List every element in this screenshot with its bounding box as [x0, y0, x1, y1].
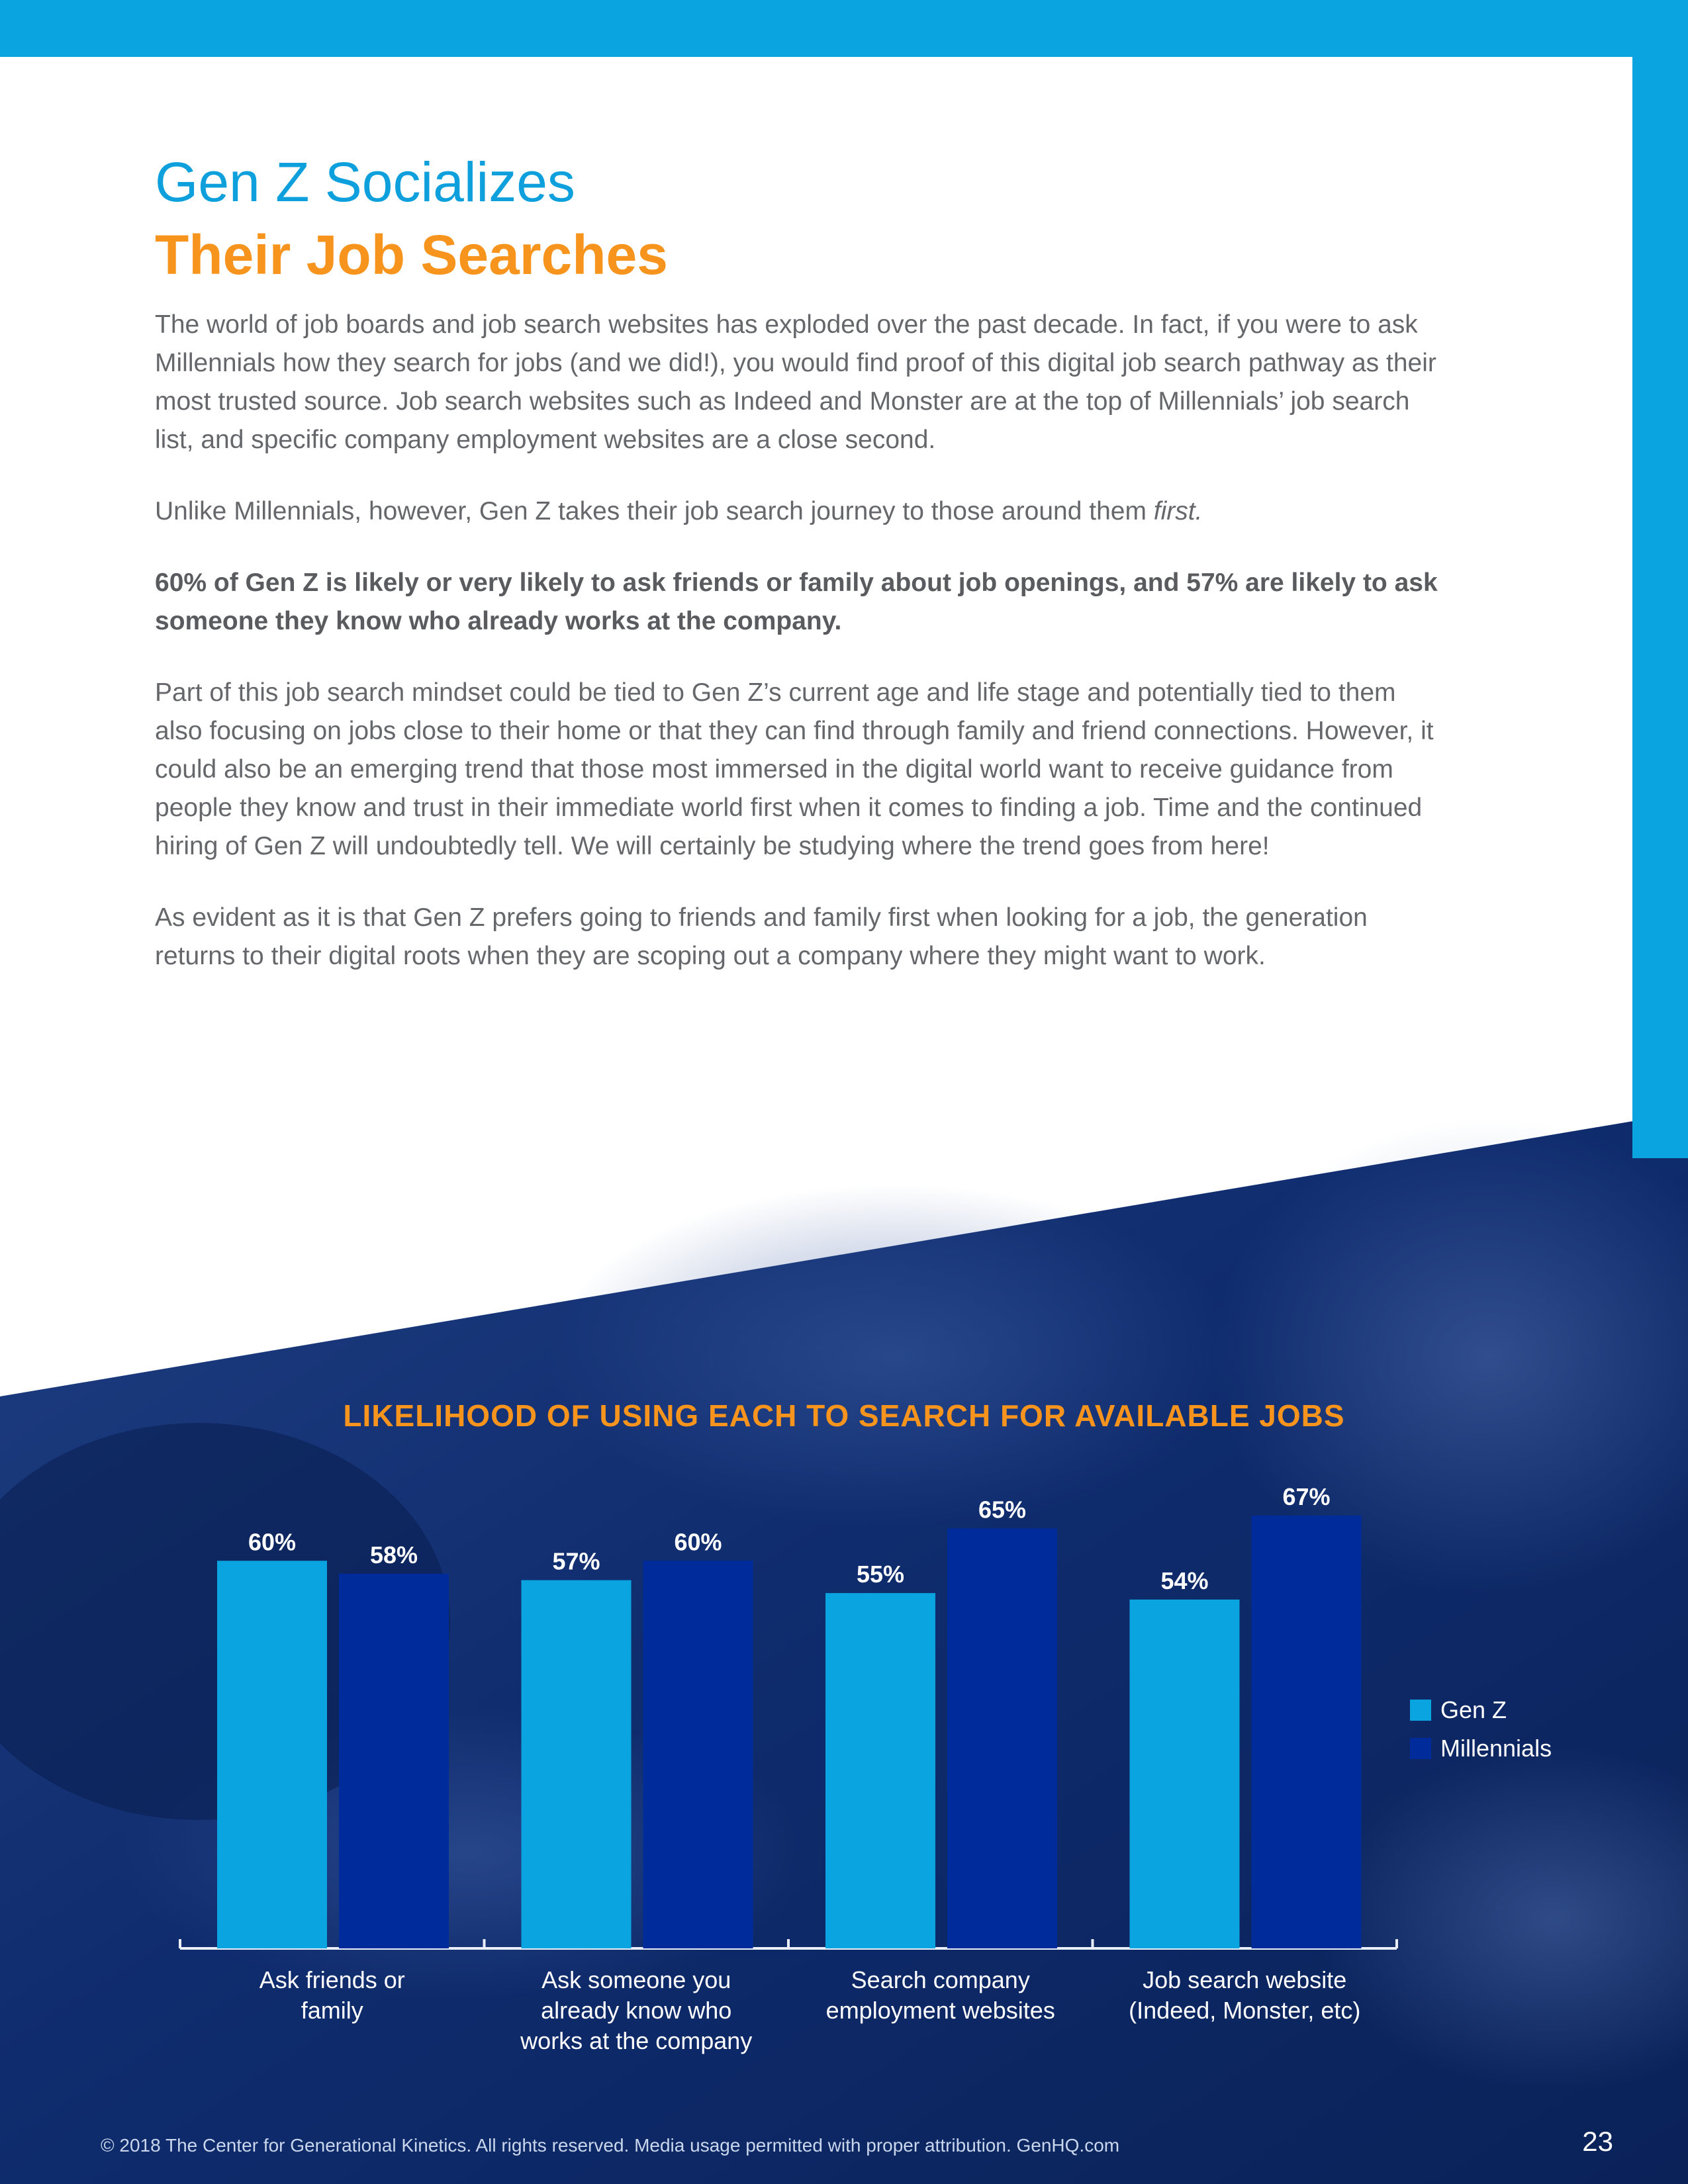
data-label: 55%	[857, 1561, 904, 1588]
footer-copyright: © 2018 The Center for Generational Kinet…	[101, 2135, 1120, 2156]
legend-label-millennials: Millennials	[1440, 1735, 1552, 1762]
category-label: family	[301, 1997, 363, 2024]
bar-millennials	[947, 1528, 1057, 1948]
category-label: works at the company	[520, 2027, 752, 2054]
bar-millennials	[1251, 1516, 1362, 1948]
data-label: 65%	[978, 1496, 1026, 1524]
category-label: Ask someone you	[541, 1966, 731, 1993]
paragraph-5: As evident as it is that Gen Z prefers g…	[155, 903, 1368, 970]
legend-swatch-gen-z	[1410, 1700, 1431, 1721]
category-label: employment websites	[826, 1997, 1055, 2024]
bar-millennials	[339, 1573, 449, 1948]
bar-gen-z	[1129, 1599, 1240, 1948]
chart-legend: Gen Z Millennials	[1410, 1691, 1552, 1768]
category-label: Ask friends or	[259, 1966, 405, 1993]
category-label: Job search website	[1143, 1966, 1346, 1993]
paragraph-4: Part of this job search mindset could be…	[155, 678, 1434, 860]
legend-label-gen-z: Gen Z	[1440, 1696, 1507, 1723]
data-label: 54%	[1160, 1567, 1208, 1594]
paragraph-2: Unlike Millennials, however, Gen Z takes…	[155, 492, 1439, 531]
category-label: Search company	[851, 1966, 1030, 1993]
legend-item-gen-z: Gen Z	[1410, 1691, 1552, 1729]
chart-title: LIKELIHOOD OF USING EACH TO SEARCH FOR A…	[343, 1398, 1345, 1433]
data-label: 58%	[370, 1541, 418, 1569]
bar-gen-z	[825, 1593, 935, 1948]
data-label: 60%	[248, 1528, 296, 1555]
bar-gen-z	[521, 1580, 632, 1948]
data-label: 67%	[1282, 1483, 1330, 1510]
article-content: Gen Z Socializes Their Job Searches The …	[155, 146, 1439, 1009]
right-accent-bar	[1632, 0, 1688, 1158]
data-label: 60%	[674, 1528, 722, 1555]
bar-gen-z	[217, 1561, 327, 1948]
category-label: (Indeed, Monster, etc)	[1129, 1997, 1360, 2024]
category-label: already know who	[541, 1997, 731, 2024]
legend-item-millennials: Millennials	[1410, 1729, 1552, 1768]
paragraph-2-emphasis: first.	[1153, 497, 1203, 525]
page-number: 23	[1582, 2126, 1613, 2157]
legend-swatch-millennials	[1410, 1738, 1431, 1759]
paragraph-3-highlight: 60% of Gen Z is likely or very likely to…	[155, 569, 1438, 635]
page-title-line2: Their Job Searches	[155, 224, 668, 286]
paragraph-2-text: Unlike Millennials, however, Gen Z takes…	[155, 497, 1154, 525]
top-accent-bar	[0, 0, 1688, 57]
paragraph-1: The world of job boards and job search w…	[155, 310, 1436, 454]
bar-millennials	[643, 1561, 753, 1948]
data-label: 57%	[552, 1548, 600, 1575]
page-title-line1: Gen Z Socializes	[155, 151, 575, 213]
